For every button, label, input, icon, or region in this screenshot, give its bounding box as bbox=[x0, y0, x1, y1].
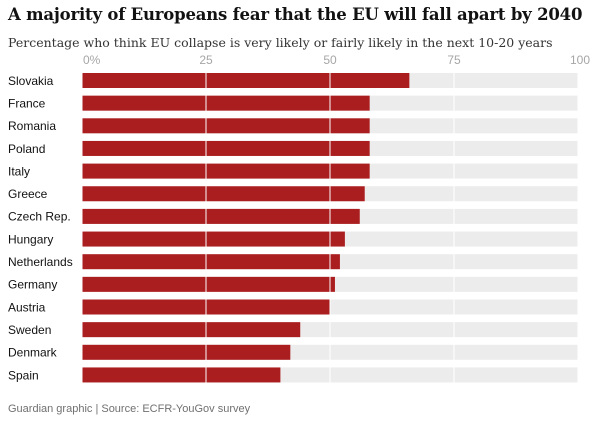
category-label: Greece bbox=[8, 187, 48, 201]
category-label: Italy bbox=[8, 164, 30, 178]
category-label: Austria bbox=[8, 300, 46, 314]
source-note: Guardian graphic | Source: ECFR-YouGov s… bbox=[8, 403, 251, 415]
category-label: France bbox=[8, 96, 46, 110]
bar-italy bbox=[82, 163, 370, 179]
tick-label: 100 bbox=[570, 53, 590, 67]
tick-label: 0% bbox=[83, 53, 101, 67]
bar-greece bbox=[82, 186, 365, 202]
tick-label: 25 bbox=[199, 53, 213, 67]
tick-labels: 0% 25 50 75 100 bbox=[83, 53, 590, 67]
category-label: Spain bbox=[8, 368, 39, 382]
bar-czech-rep bbox=[82, 208, 360, 224]
category-label: Slovakia bbox=[8, 74, 54, 88]
bars bbox=[82, 73, 410, 383]
gridlines bbox=[81, 67, 579, 384]
bar-netherlands bbox=[82, 254, 340, 270]
bar-poland bbox=[82, 140, 370, 156]
category-label: Netherlands bbox=[8, 255, 73, 269]
category-label: Czech Rep. bbox=[8, 210, 71, 224]
category-labels: Slovakia France Romania Poland Italy Greece Cz… bbox=[8, 74, 73, 382]
category-label: Romania bbox=[8, 119, 56, 133]
bar-germany bbox=[82, 276, 335, 292]
bar-france bbox=[82, 95, 370, 111]
bar-spain bbox=[82, 367, 281, 383]
chart-subtitle: Percentage who think EU collapse is very… bbox=[8, 35, 553, 50]
bar-slovakia bbox=[82, 73, 410, 88]
bar-denmark bbox=[82, 344, 291, 360]
category-label: Sweden bbox=[8, 323, 51, 337]
bar-hungary bbox=[82, 231, 345, 247]
category-label: Denmark bbox=[8, 346, 58, 360]
tick-label: 50 bbox=[323, 53, 337, 67]
chart-title: A majority of Europeans fear that the EU… bbox=[8, 5, 583, 24]
category-label: Poland bbox=[8, 142, 45, 156]
category-label: Germany bbox=[8, 278, 57, 292]
bar-sweden bbox=[82, 322, 301, 338]
bar-romania bbox=[82, 118, 370, 134]
category-label: Hungary bbox=[8, 232, 53, 246]
tick-label: 75 bbox=[447, 53, 461, 67]
